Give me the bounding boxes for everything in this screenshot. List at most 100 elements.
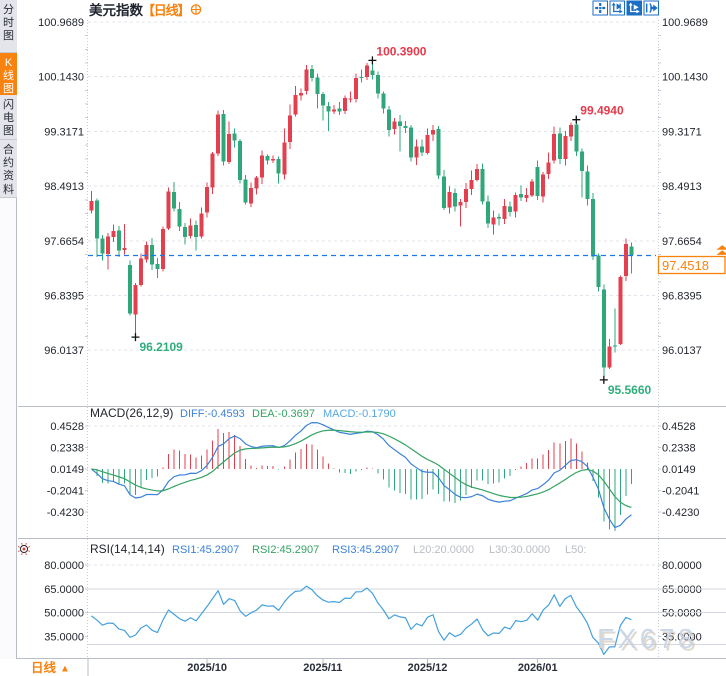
candle (89, 190, 94, 214)
candle (458, 199, 463, 227)
candle (508, 201, 513, 217)
icon-ray (17, 550, 20, 552)
icon-ray (28, 546, 31, 548)
candle-body (320, 93, 325, 106)
candle (150, 238, 155, 271)
main-y-axis-label-right: 96.0137 (662, 345, 702, 357)
period-selector-label[interactable]: 日线 (31, 657, 57, 676)
rsi-header: RSI(14,14,14) RSI1:45.2907 RSI2:45.2907 RSI… (90, 542, 586, 556)
candle (497, 213, 502, 226)
candle (530, 178, 535, 198)
candle-body (563, 135, 568, 159)
candle-body (127, 264, 132, 314)
candle (287, 104, 292, 150)
candle (618, 275, 623, 346)
rsi-y-axis-label-left: 50.0000 (44, 608, 84, 620)
candle (177, 201, 182, 231)
rsi-settings-icon[interactable] (17, 542, 31, 556)
candle-body (397, 121, 402, 126)
candle-body (403, 126, 408, 128)
candle-body (100, 238, 105, 254)
period-selector[interactable]: 日线 ▲ (0, 657, 89, 676)
candle (436, 125, 441, 179)
candle (166, 187, 171, 231)
candle-body (623, 243, 628, 277)
grid-layer: 100.9689 100.9689 100.1430 100.1430 99.3171 9… (18, 17, 726, 659)
time-axis-label: 2025/12 (408, 662, 448, 674)
period-settings-icon[interactable] (190, 4, 202, 15)
candle-body (271, 159, 276, 161)
candle-body (353, 78, 358, 99)
sidebar-item-time-chart[interactable]: 分时图 (0, 0, 17, 53)
candle (133, 282, 138, 338)
candle-body (381, 93, 386, 109)
candle-body (342, 98, 347, 111)
candle-body (524, 194, 529, 198)
toolbar-button-auto-fit[interactable] (626, 0, 643, 16)
candle (486, 195, 491, 228)
toolbar-button-pan-crosshair[interactable] (592, 0, 609, 16)
candle-body (232, 133, 237, 141)
time-axis: 2025/10 2025/11 2025/12 2026/01 (187, 658, 558, 674)
sidebar-item-char: 电 (3, 109, 14, 126)
macd-header: MACD(26,12,9) DIFF:-0.4593 DEA:-0.3697 MACD… (90, 406, 396, 420)
candle-body (453, 192, 458, 207)
candle-body (183, 227, 188, 238)
candle (111, 224, 116, 242)
candle (601, 284, 606, 380)
candle-body (205, 186, 210, 213)
price-direction-up-icon (716, 250, 726, 255)
candle (265, 154, 270, 165)
chart-title-row: 美元指数 【日线】 (89, 0, 190, 19)
candle (326, 101, 331, 132)
chart-period-tag: 【日线】 (142, 0, 189, 19)
toolbar-button-scale-axis[interactable] (609, 0, 626, 16)
main-y-axis-label-left: 96.0137 (44, 345, 84, 357)
candle-body (491, 217, 496, 225)
candle-body (238, 141, 243, 181)
candle (105, 233, 110, 270)
candle (238, 138, 243, 184)
sidebar-item-flash-chart[interactable]: 闪电图 (0, 95, 17, 140)
candle-body (348, 98, 353, 100)
candle-body (458, 202, 463, 206)
candle-body (227, 133, 232, 163)
circle-plus-cross (191, 4, 201, 15)
candle-body (436, 128, 441, 176)
candle (442, 170, 447, 211)
candle-body (161, 229, 166, 270)
candle (254, 176, 259, 195)
extreme-price-label: 99.4940 (580, 104, 624, 118)
icon-ray (25, 553, 27, 556)
candle-body (370, 70, 375, 75)
candle (568, 122, 573, 141)
candle (480, 163, 485, 205)
sidebar-item-char: 合 (3, 141, 14, 157)
sidebar-item-contract-info[interactable]: 合约资料 (0, 140, 17, 198)
candle-body (475, 168, 480, 181)
toolbar-button-go-to-latest[interactable] (643, 0, 660, 16)
rsi-y-axis-label-right: 80.0000 (662, 560, 702, 572)
candle-body (221, 113, 226, 162)
candle (320, 91, 325, 121)
candle (513, 192, 518, 218)
candle-body (331, 109, 336, 112)
candle-body (287, 115, 292, 143)
candle (541, 171, 546, 203)
sidebar-item-char: 图 (3, 27, 14, 44)
candle (342, 95, 347, 114)
candle (100, 234, 105, 261)
candle (188, 218, 193, 239)
candle (491, 210, 496, 235)
candle-body (254, 177, 259, 189)
macd-y-axis-label-left: 0.2338 (50, 443, 84, 455)
macd-layer (91, 422, 632, 532)
candle (414, 139, 419, 165)
candle (557, 127, 562, 164)
sidebar-item-char: 资 (3, 167, 14, 184)
candle (94, 198, 99, 258)
period-selector-arrow-icon[interactable]: ▲ (60, 664, 70, 675)
candle-body (216, 114, 221, 154)
candle-body (579, 151, 584, 171)
